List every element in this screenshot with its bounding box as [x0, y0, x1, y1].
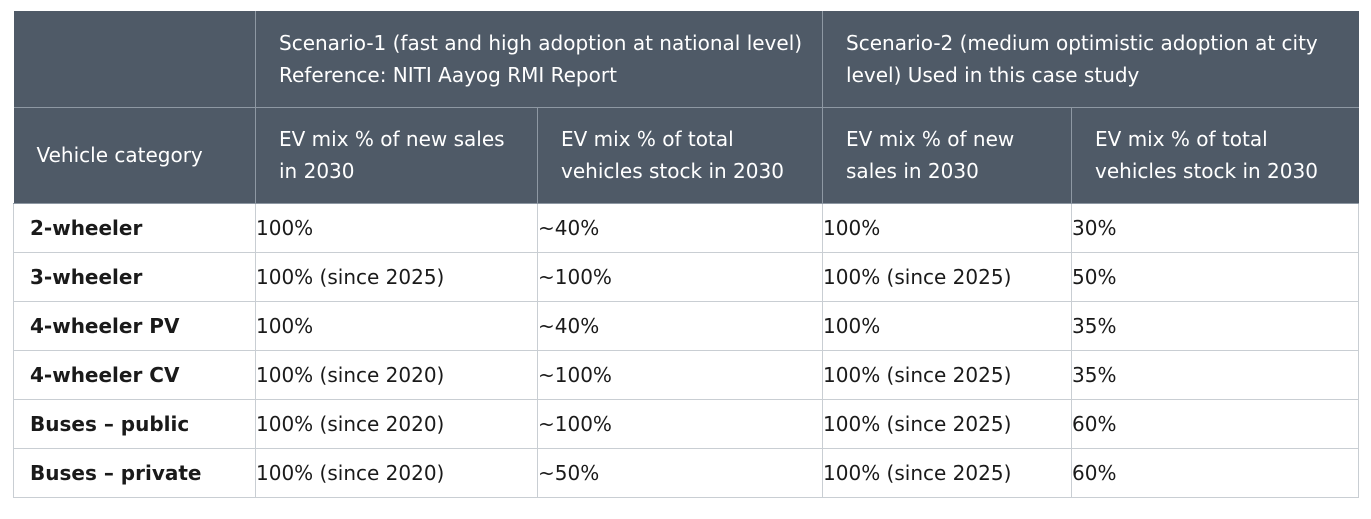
vehicle-category-cell: 4-wheeler PV — [13, 300, 256, 351]
scenario-header-row: Scenario-1 (fast and high adoption at na… — [13, 11, 1359, 108]
s1-new-sales-cell: 100% (since 2020) — [255, 349, 538, 400]
s2-stock-header: EV mix % of total vehicles stock in 2030 — [1071, 107, 1359, 204]
vehicle-category-cell: 3-wheeler — [13, 251, 256, 302]
s2-new-sales-header: EV mix % of new sales in 2030 — [822, 107, 1072, 204]
vehicle-category-cell: 2-wheeler — [13, 202, 256, 253]
s1-stock-header: EV mix % of total vehicles stock in 2030 — [536, 107, 823, 204]
ev-mix-table: Scenario-1 (fast and high adoption at na… — [13, 11, 1360, 498]
empty-corner-cell — [13, 11, 256, 108]
s2-new-sales-cell: 100% (since 2025) — [822, 349, 1073, 400]
s2-new-sales-cell: 100% (since 2025) — [822, 447, 1073, 498]
s1-stock-cell: ~50% — [536, 447, 824, 498]
s2-new-sales-cell: 100% (since 2025) — [822, 251, 1073, 302]
s1-new-sales-cell: 100% — [255, 300, 538, 351]
table-row: 2-wheeler 100% ~40% 100% 30% — [13, 202, 1360, 253]
vehicle-category-header: Vehicle category — [13, 107, 256, 204]
s2-stock-cell: 50% — [1071, 251, 1360, 302]
vehicle-category-cell: Buses – public — [13, 398, 256, 449]
s1-new-sales-cell: 100% (since 2025) — [255, 251, 538, 302]
s1-stock-cell: ~100% — [536, 398, 824, 449]
s1-stock-cell: ~100% — [536, 349, 824, 400]
table-row: 4-wheeler CV 100% (since 2020) ~100% 100… — [13, 349, 1360, 400]
vehicle-category-cell: 4-wheeler CV — [13, 349, 256, 400]
vehicle-category-cell: Buses – private — [13, 447, 256, 498]
s2-stock-cell: 30% — [1071, 202, 1360, 253]
s2-new-sales-cell: 100% — [822, 300, 1073, 351]
s2-stock-cell: 60% — [1071, 447, 1360, 498]
scenario-2-header: Scenario-2 (medium optimistic adoption a… — [822, 11, 1359, 108]
s2-new-sales-cell: 100% — [822, 202, 1073, 253]
s2-stock-cell: 35% — [1071, 300, 1360, 351]
s1-new-sales-cell: 100% (since 2020) — [255, 398, 538, 449]
s1-new-sales-cell: 100% (since 2020) — [255, 447, 538, 498]
s1-stock-cell: ~40% — [536, 202, 824, 253]
table-row: Buses – public 100% (since 2020) ~100% 1… — [13, 398, 1360, 449]
scenario-1-header: Scenario-1 (fast and high adoption at na… — [254, 11, 823, 108]
s1-stock-cell: ~40% — [536, 300, 824, 351]
table-row: 3-wheeler 100% (since 2025) ~100% 100% (… — [13, 251, 1360, 302]
table-row: 4-wheeler PV 100% ~40% 100% 35% — [13, 300, 1360, 351]
s1-stock-cell: ~100% — [536, 251, 824, 302]
subheader-row: Vehicle category EV mix % of new sales i… — [13, 107, 1359, 204]
s1-new-sales-header: EV mix % of new sales in 2030 — [255, 107, 538, 204]
s1-new-sales-cell: 100% — [255, 202, 538, 253]
s2-new-sales-cell: 100% (since 2025) — [822, 398, 1073, 449]
table-row: Buses – private 100% (since 2020) ~50% 1… — [13, 447, 1360, 498]
s2-stock-cell: 35% — [1071, 349, 1360, 400]
s2-stock-cell: 60% — [1071, 398, 1360, 449]
